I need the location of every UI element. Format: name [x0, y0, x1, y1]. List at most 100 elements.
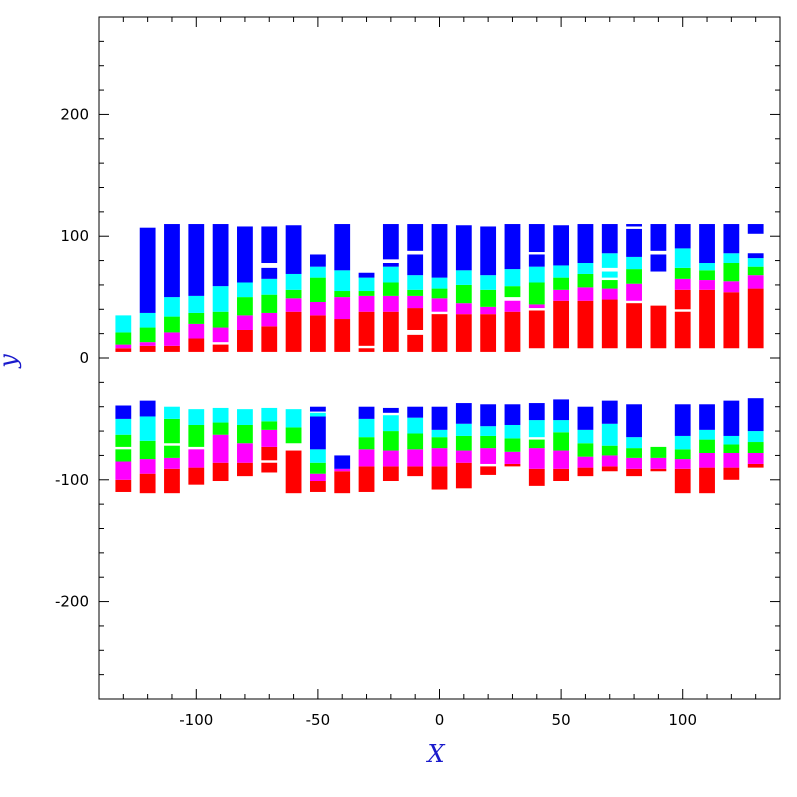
bar-segment-lower-5-2 [237, 424, 253, 444]
bar-segment-lower-14-1 [455, 450, 472, 463]
bar-segment-lower-14-0 [455, 462, 472, 489]
bar-segment-lower-16-4 [504, 404, 521, 425]
bar-segment-lower-4-0 [212, 462, 229, 482]
bar-segment-upper-4-2 [212, 311, 229, 328]
bar-segment-upper-25-2 [723, 263, 740, 282]
bar-segment-lower-21-0 [626, 468, 642, 477]
bar-segment-upper-26-4 [747, 253, 764, 259]
bar-segment-upper-11-1 [382, 295, 399, 312]
bar-segment-lower-5-0 [237, 462, 253, 477]
bar-segment-upper-9-2 [334, 291, 351, 298]
bar-segment-lower-2-3 [164, 418, 180, 444]
bar-segment-upper-11-2 [382, 282, 399, 296]
bar-segment-upper-23-5 [674, 224, 691, 249]
bar-segment-lower-19-2 [577, 443, 594, 457]
bar-segment-upper-18-0 [553, 300, 570, 349]
bar-segment-lower-10-4 [358, 406, 375, 419]
bar-segment-lower-10-3 [358, 418, 375, 438]
bar-segment-upper-23-2 [674, 278, 691, 290]
bar-segment-lower-22-0 [650, 468, 667, 472]
bar-segment-upper-12-6 [407, 224, 424, 251]
bar-segment-lower-25-0 [723, 467, 740, 480]
bar-segment-upper-19-2 [577, 273, 594, 288]
bar-segment-upper-15-2 [480, 289, 497, 307]
bar-segment-lower-4-1 [212, 434, 229, 463]
bar-segment-upper-13-4 [431, 224, 448, 278]
bar-segment-lower-3-3 [188, 409, 205, 425]
bar-segment-lower-10-0 [358, 466, 375, 492]
bar-segment-upper-17-2 [528, 282, 545, 305]
bar-segment-upper-20-2 [601, 280, 618, 289]
bar-segment-lower-10-2 [358, 437, 375, 450]
bar-segment-upper-24-0 [699, 289, 715, 349]
bar-segment-lower-18-3 [553, 420, 570, 433]
bar-segment-lower-9-1 [334, 468, 351, 472]
bar-segment-lower-1-4 [139, 400, 156, 417]
bar-segment-upper-24-4 [699, 224, 715, 264]
bar-segment-upper-4-3 [212, 286, 229, 312]
bar-segment-lower-11-2 [382, 431, 399, 451]
bar-segment-lower-14-3 [455, 423, 472, 436]
bar-segment-upper-14-2 [455, 284, 472, 304]
bar-segment-upper-16-2 [504, 286, 521, 298]
bar-segment-lower-22-1 [650, 457, 667, 469]
bar-segment-lower-11-0 [382, 466, 399, 481]
bar-segment-upper-10-5 [358, 272, 375, 278]
bar-segment-upper-10-3 [358, 291, 375, 296]
bar-segment-upper-22-1 [650, 254, 667, 272]
bar-segment-upper-6-4 [261, 267, 278, 279]
bar-segment-lower-0-1 [115, 461, 132, 480]
bar-segment-lower-3-1 [188, 449, 205, 468]
bar-segment-upper-19-1 [577, 287, 594, 301]
bar-segment-lower-16-2 [504, 438, 521, 452]
y-tick-label: 200 [60, 105, 89, 123]
bar-segment-lower-6-3 [261, 421, 278, 430]
bar-segment-upper-21-4 [626, 228, 642, 257]
bar-segment-upper-8-1 [309, 301, 326, 316]
bar-segment-upper-0-1 [115, 344, 132, 349]
bar-segment-lower-25-1 [723, 452, 740, 468]
bar-segment-lower-7-2 [285, 409, 302, 428]
bar-segment-upper-20-1 [601, 288, 618, 300]
bar-segment-upper-25-4 [723, 224, 740, 254]
bar-segment-upper-15-3 [480, 275, 497, 290]
bar-segment-upper-9-1 [334, 297, 351, 320]
bar-segment-upper-1-2 [139, 327, 156, 343]
bar-segment-upper-9-4 [334, 224, 351, 271]
bar-segment-upper-5-1 [237, 315, 253, 330]
bar-segment-upper-21-2 [626, 269, 642, 284]
bar-segment-upper-15-4 [480, 226, 497, 276]
bar-segment-lower-24-2 [699, 439, 715, 453]
bar-segment-lower-0-0 [115, 479, 132, 492]
bar-segment-upper-11-0 [382, 311, 399, 352]
bar-segment-upper-25-0 [723, 292, 740, 349]
bar-segment-lower-6-4 [261, 407, 278, 422]
bar-segment-upper-14-3 [455, 270, 472, 285]
bar-segment-lower-25-3 [723, 435, 740, 445]
bar-segment-upper-8-3 [309, 266, 326, 278]
bar-segment-lower-8-3 [309, 449, 326, 463]
bar-segment-lower-19-4 [577, 406, 594, 430]
bar-segment-lower-18-0 [553, 468, 570, 481]
x-tick-label: 50 [552, 711, 571, 729]
bar-segment-upper-19-3 [577, 263, 594, 274]
bar-segment-upper-24-1 [699, 280, 715, 290]
bar-segment-lower-23-4 [674, 404, 691, 436]
bar-segment-lower-16-0 [504, 463, 521, 467]
bar-segment-lower-4-2 [212, 422, 229, 435]
bar-segment-lower-18-2 [553, 432, 570, 451]
bar-segment-upper-20-4 [601, 253, 618, 268]
bar-segment-upper-21-0 [626, 303, 642, 349]
bar-segment-upper-17-4 [528, 254, 545, 267]
bar-segment-upper-9-3 [334, 270, 351, 292]
bar-segment-upper-1-0 [139, 345, 156, 352]
bar-segment-lower-26-4 [747, 398, 764, 432]
bar-segment-upper-3-1 [188, 323, 205, 339]
bar-segment-lower-23-2 [674, 449, 691, 460]
bar-segment-upper-0-3 [115, 315, 132, 333]
bar-segment-upper-13-0 [431, 314, 448, 352]
bar-segment-upper-16-0 [504, 311, 521, 352]
bar-segment-upper-23-4 [674, 248, 691, 268]
bar-segment-lower-1-0 [139, 473, 156, 494]
